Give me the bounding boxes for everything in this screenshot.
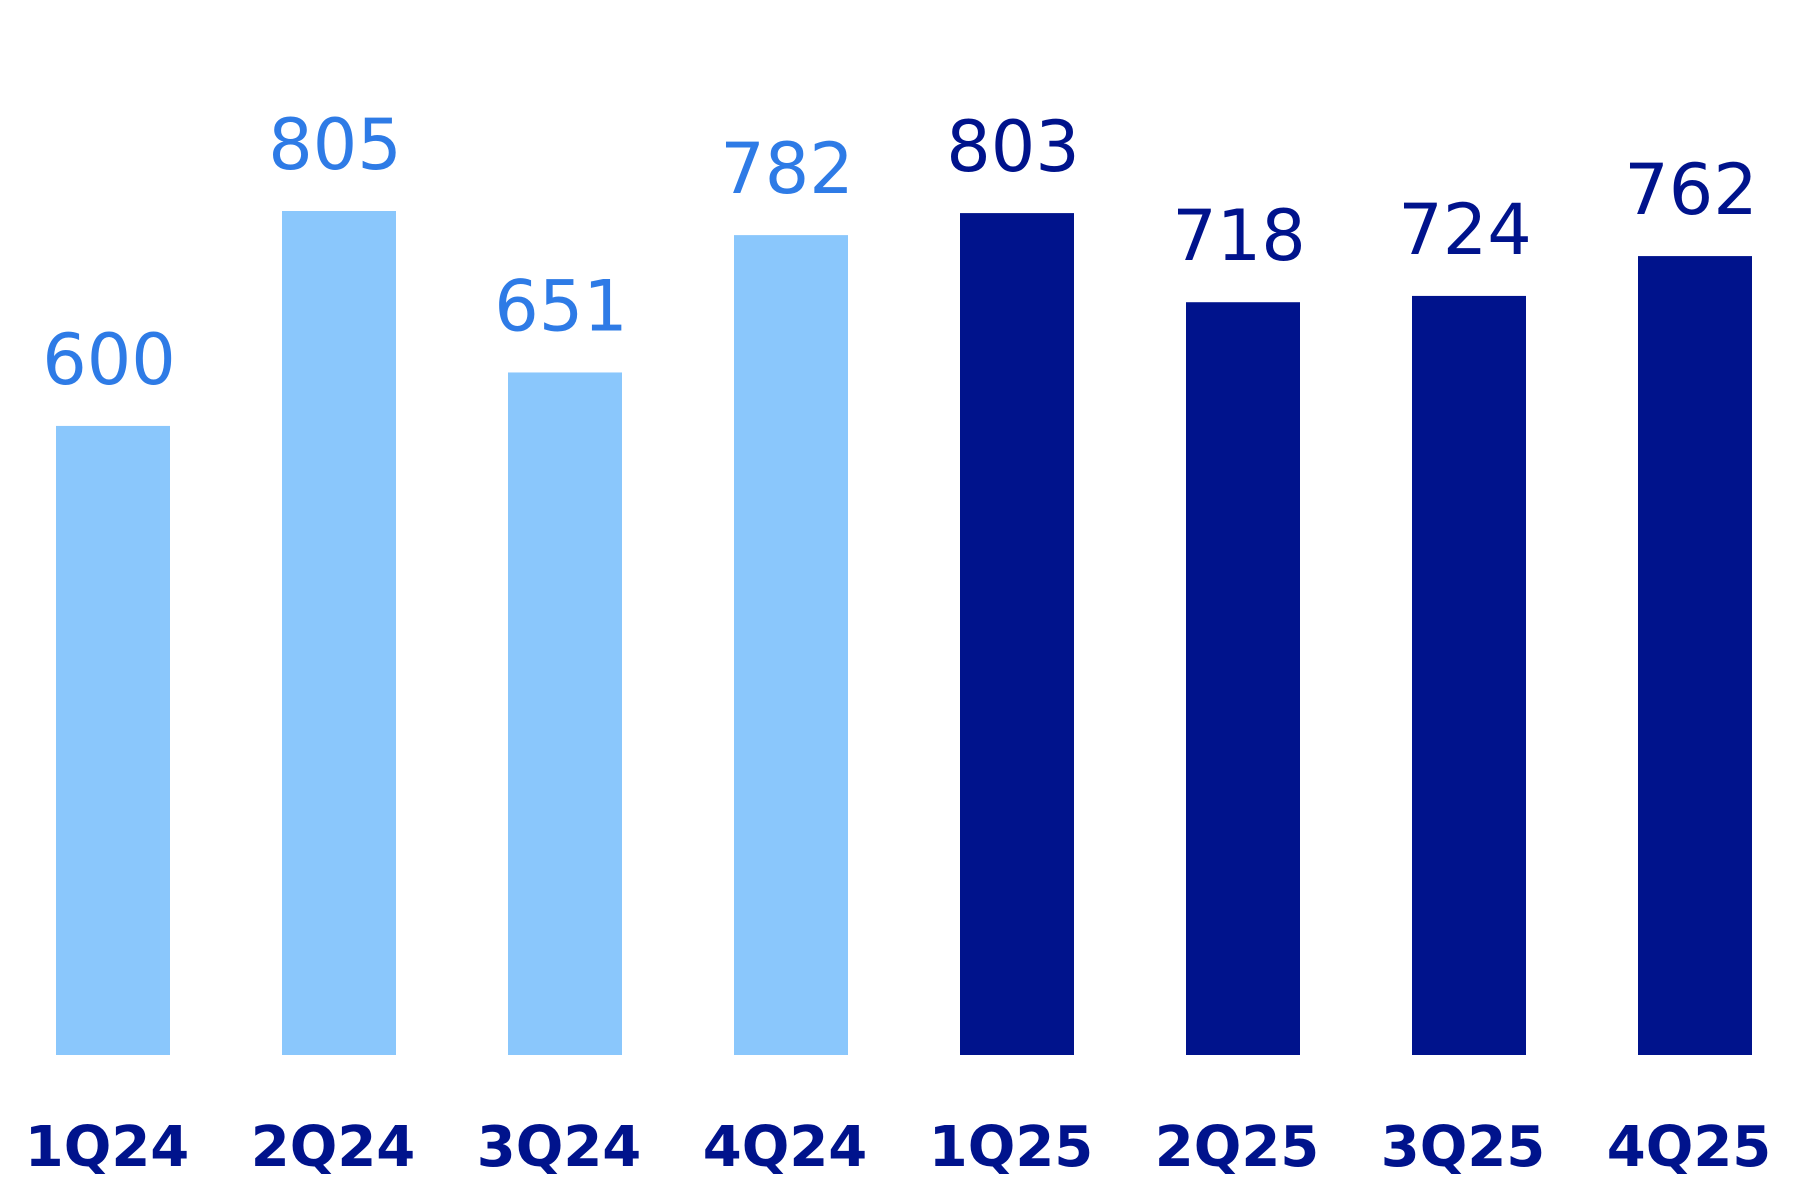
category-label-4q24: 4Q24 — [703, 1115, 868, 1180]
category-label-2q24: 2Q24 — [251, 1115, 416, 1180]
value-label-2q24: 805 — [268, 104, 402, 186]
value-label-3q25: 724 — [1398, 189, 1532, 271]
category-labels-group: 1Q24 2Q24 3Q24 4Q24 1Q25 2Q25 3Q25 4Q25 — [25, 1115, 1772, 1180]
bar-2q25 — [1186, 302, 1300, 1055]
bar-3q24 — [508, 372, 622, 1055]
category-label-3q24: 3Q24 — [477, 1115, 642, 1180]
bar-3q25 — [1412, 295, 1526, 1056]
value-label-4q24: 782 — [720, 128, 854, 210]
bar-4q24 — [734, 235, 848, 1056]
value-label-4q25: 762 — [1624, 149, 1758, 231]
bar-4q25 — [1638, 256, 1752, 1055]
bar-2q24 — [282, 211, 396, 1055]
value-label-2q25: 718 — [1172, 195, 1306, 277]
category-label-1q25: 1Q25 — [929, 1115, 1094, 1180]
value-label-1q25: 803 — [946, 106, 1080, 188]
value-label-3q24: 651 — [494, 265, 628, 347]
category-label-3q25: 3Q25 — [1381, 1115, 1546, 1180]
category-label-2q25: 2Q25 — [1155, 1115, 1320, 1180]
value-labels-group: 600 805 651 782 803 718 724 762 — [42, 104, 1758, 401]
bars-group — [56, 211, 1752, 1056]
bar-1q24 — [56, 425, 170, 1056]
value-label-1q24: 600 — [42, 319, 176, 401]
category-label-4q25: 4Q25 — [1607, 1115, 1772, 1180]
category-label-1q24: 1Q24 — [25, 1115, 190, 1180]
bar-1q25 — [960, 213, 1074, 1055]
